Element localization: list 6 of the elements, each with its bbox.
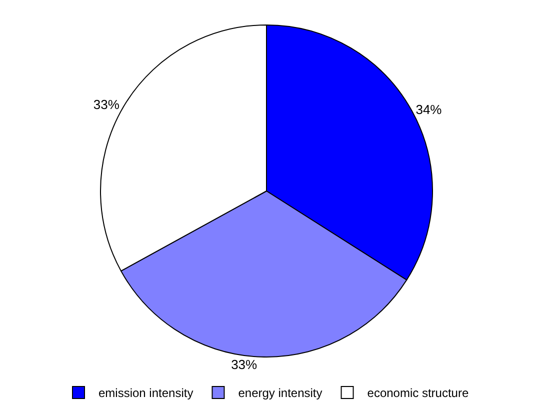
legend-label: economic structure: [367, 386, 469, 400]
legend-label: emission intensity: [98, 386, 194, 400]
data-label: 33%: [93, 97, 120, 112]
data-label: 33%: [231, 356, 258, 372]
data-label: 34%: [416, 102, 442, 117]
legend-label: energy intensity: [238, 386, 322, 400]
